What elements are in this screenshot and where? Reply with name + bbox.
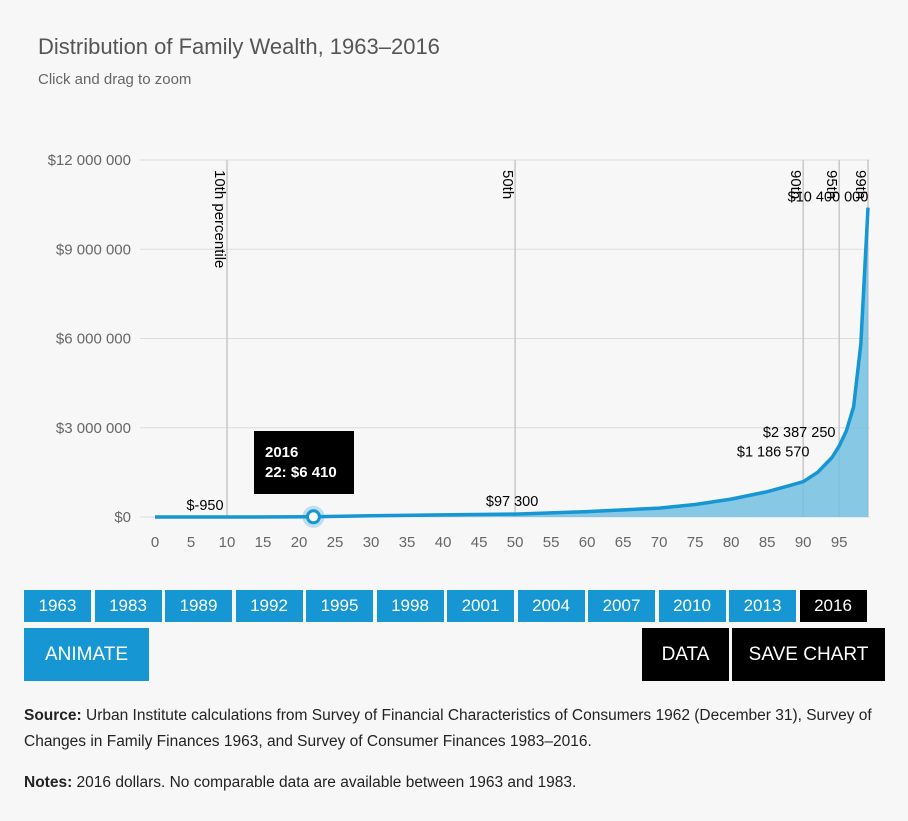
tooltip-year: 2016 xyxy=(265,444,299,461)
year-button-1992[interactable]: 1992 xyxy=(235,590,303,622)
x-tick-label: 70 xyxy=(651,534,668,551)
data-button[interactable]: DATA xyxy=(642,628,729,681)
x-tick-label: 75 xyxy=(687,534,704,551)
chart-tooltip: 2016 22: $6 410 xyxy=(254,431,354,494)
x-tick-label: 35 xyxy=(399,534,416,551)
data-label: $-950 xyxy=(186,498,223,514)
source-label: Source: xyxy=(24,707,82,724)
y-tick-label: $9 000 000 xyxy=(56,241,131,258)
y-tick-label: $3 000 000 xyxy=(56,420,131,437)
year-button-1995[interactable]: 1995 xyxy=(306,590,373,622)
x-tick-label: 90 xyxy=(795,534,812,551)
x-tick-label: 85 xyxy=(759,534,776,551)
year-button-1963[interactable]: 1963 xyxy=(24,590,91,622)
year-button-2013[interactable]: 2013 xyxy=(729,590,796,622)
wealth-chart[interactable]: $0 $3 000 000 $6 000 000 $9 000 000 $12 000 … xyxy=(0,0,908,580)
x-tick-label: 40 xyxy=(435,534,452,551)
x-tick-label: 20 xyxy=(291,534,308,551)
percentile-label: 90th xyxy=(787,170,804,199)
source-note: Source: Urban Institute calculations fro… xyxy=(24,703,894,755)
y-tick-label: $6 000 000 xyxy=(56,331,131,348)
x-tick-label: 50 xyxy=(507,534,524,551)
x-tick-label: 45 xyxy=(471,534,488,551)
chart-subtitle: Click and drag to zoom xyxy=(38,71,192,88)
year-button-2016[interactable]: 2016 xyxy=(799,590,867,622)
series-line xyxy=(155,207,870,519)
data-label: $1 186 570 xyxy=(737,445,810,461)
notes-text: 2016 dollars. No comparable data are ava… xyxy=(76,774,577,791)
year-button-2010[interactable]: 2010 xyxy=(658,590,726,622)
y-tick-label: $0 xyxy=(114,509,131,526)
highlight-point xyxy=(305,509,321,525)
notes-label: Notes: xyxy=(24,774,73,791)
percentile-label: 10th percentile xyxy=(211,170,228,268)
year-button-2001[interactable]: 2001 xyxy=(447,590,514,622)
percentile-label: 99th xyxy=(852,170,869,199)
x-tick-label: 15 xyxy=(255,534,272,551)
year-button-2004[interactable]: 2004 xyxy=(517,590,585,622)
x-tick-label: 0 xyxy=(151,534,159,551)
x-tick-label: 95 xyxy=(831,534,848,551)
y-tick-label: $12 000 000 xyxy=(48,152,131,169)
series-area xyxy=(155,207,868,518)
percentile-label: 50th xyxy=(499,170,516,199)
x-tick-label: 5 xyxy=(187,534,195,551)
x-tick-label: 65 xyxy=(615,534,632,551)
notes: Notes: 2016 dollars. No comparable data … xyxy=(24,770,894,796)
tooltip-value: 22: $6 410 xyxy=(265,464,337,481)
percentile-label: 95th xyxy=(823,170,840,199)
animate-button[interactable]: ANIMATE xyxy=(24,628,149,681)
year-button-1983[interactable]: 1983 xyxy=(94,590,162,622)
year-button-1998[interactable]: 1998 xyxy=(376,590,444,622)
x-tick-label: 55 xyxy=(543,534,560,551)
year-button-1989[interactable]: 1989 xyxy=(165,590,232,622)
x-tick-label: 10 xyxy=(219,534,236,551)
x-tick-label: 30 xyxy=(363,534,380,551)
save-chart-button[interactable]: SAVE CHART xyxy=(732,628,885,681)
year-button-2007[interactable]: 2007 xyxy=(588,590,655,622)
data-label: $10 400 000 xyxy=(788,190,869,206)
data-label: $97 300 xyxy=(486,494,538,510)
x-tick-label: 60 xyxy=(579,534,596,551)
year-selector: 1963 1983 1989 1992 1995 1998 2001 2004 2007 2010… xyxy=(24,590,870,622)
x-tick-label: 25 xyxy=(327,534,344,551)
source-text: Urban Institute calculations from Survey… xyxy=(24,707,872,750)
chart-title: Distribution of Family Wealth, 1963–2016 xyxy=(38,34,440,59)
x-tick-label: 80 xyxy=(723,534,740,551)
data-label: $2 387 250 xyxy=(763,425,836,441)
